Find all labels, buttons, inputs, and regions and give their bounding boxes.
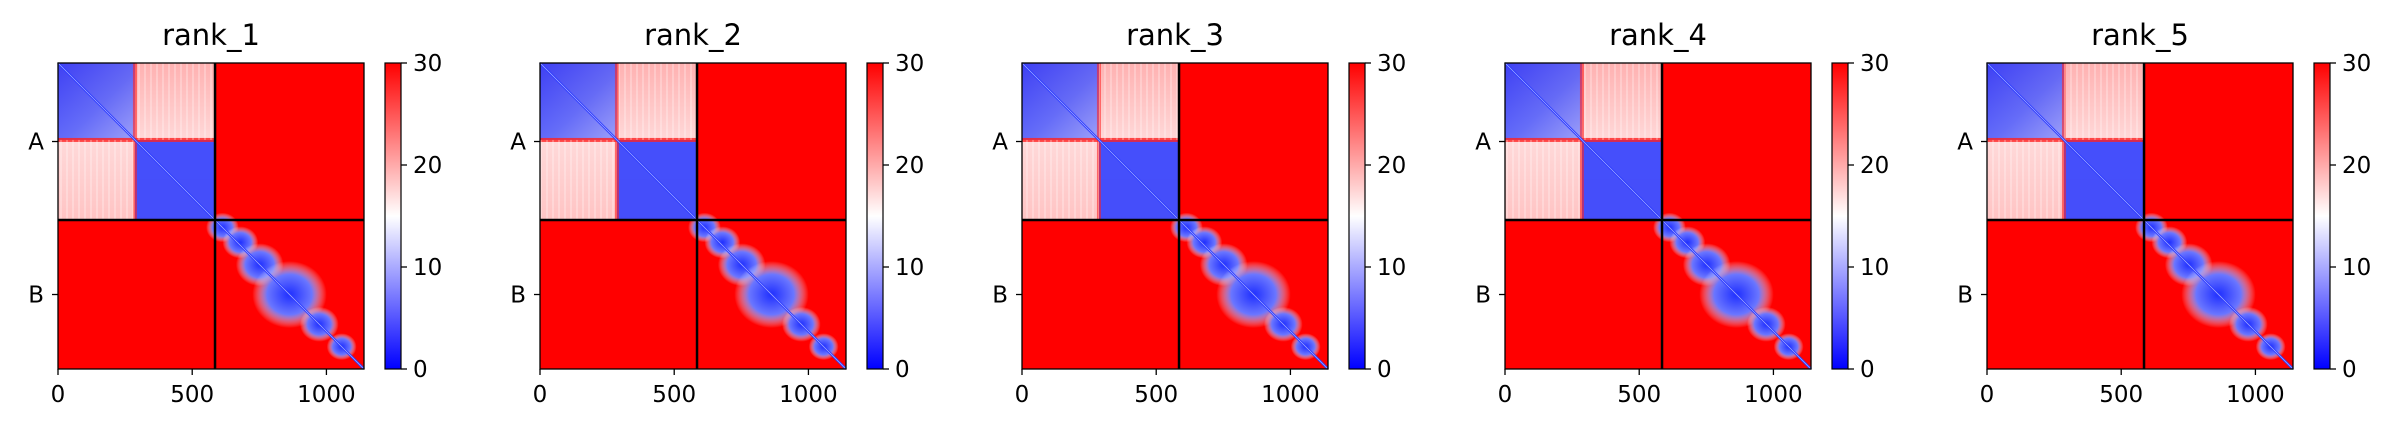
colorbar-tick-label: 0 — [2342, 357, 2357, 383]
y-tick-label: A — [1475, 130, 1491, 156]
panel-rank_1: rank_1 A B 0 500 1000 0 10 20 30 — [28, 18, 442, 408]
axes-frame — [57, 62, 365, 370]
colorbar — [866, 62, 884, 370]
domain-a-offdiag-lower — [1022, 139, 1099, 221]
y-tick-label: B — [510, 283, 526, 309]
x-tick-label: 0 — [533, 382, 548, 408]
panel-title: rank_1 — [162, 18, 260, 52]
x-tick-label: 1000 — [1744, 382, 1803, 408]
pae-diagonal-highlight — [1021, 62, 1329, 370]
colorbar-tick-label: 20 — [1377, 153, 1406, 179]
x-tick-label: 500 — [652, 382, 696, 408]
colorbar — [1831, 62, 1849, 370]
colorbar-tick-label: 0 — [1860, 357, 1875, 383]
domain-a-offdiag-upper — [1098, 63, 1180, 140]
panel-rank_3: rank_3 A B 0 500 1000 0 10 20 30 — [992, 18, 1406, 408]
colorbar-tick-label: 10 — [1860, 255, 1889, 281]
x-tick-label: 1000 — [297, 382, 356, 408]
axes-frame — [539, 62, 847, 370]
x-tick-label: 500 — [1134, 382, 1178, 408]
domain-a-offdiag-lower — [1505, 139, 1582, 221]
pae-diagonal-highlight — [1986, 62, 2294, 370]
pae-diagonal-highlight — [1504, 62, 1812, 370]
domain-a-offdiag-lower — [1987, 139, 2064, 221]
domain-a-offdiag-lower — [540, 139, 617, 221]
colorbar-tick-label: 30 — [1860, 51, 1889, 77]
colorbar-tick-label: 30 — [2342, 51, 2371, 77]
domain-a-offdiag-upper — [1581, 63, 1663, 140]
colorbar-tick-label: 10 — [2342, 255, 2371, 281]
y-tick-label: A — [1957, 130, 1973, 156]
domain-a-offdiag-upper — [2063, 63, 2145, 140]
colorbar-tick-label: 0 — [413, 357, 428, 383]
x-tick-label: 1000 — [779, 382, 838, 408]
y-tick-label: B — [1475, 283, 1491, 309]
axes-frame — [1504, 62, 1812, 370]
y-tick-label: A — [992, 130, 1008, 156]
colorbar-tick-label: 10 — [1377, 255, 1406, 281]
colorbar-tick-label: 30 — [413, 51, 442, 77]
domain-a-offdiag-lower — [58, 139, 135, 221]
colorbar — [1348, 62, 1366, 370]
x-tick-label: 0 — [51, 382, 66, 408]
colorbar-tick-label: 30 — [895, 51, 924, 77]
pae-diagonal-highlight — [57, 62, 365, 370]
colorbar-tick-label: 0 — [895, 357, 910, 383]
panel-title: rank_4 — [1609, 18, 1707, 52]
pae-diagonal-highlight — [539, 62, 847, 370]
y-tick-label: B — [28, 283, 44, 309]
colorbar-tick-label: 30 — [1377, 51, 1406, 77]
x-tick-label: 0 — [1980, 382, 1995, 408]
colorbar — [2313, 62, 2331, 370]
panel-rank_5: rank_5 A B 0 500 1000 0 10 20 30 — [1957, 18, 2371, 408]
x-tick-label: 500 — [2099, 382, 2143, 408]
x-tick-label: 1000 — [2226, 382, 2285, 408]
domain-a-offdiag-upper — [134, 63, 216, 140]
domain-a-offdiag-upper — [616, 63, 698, 140]
colorbar — [384, 62, 402, 370]
x-tick-label: 500 — [170, 382, 214, 408]
panel-rank_4: rank_4 A B 0 500 1000 0 10 20 30 — [1475, 18, 1889, 408]
y-tick-label: B — [1957, 283, 1973, 309]
panel-title: rank_2 — [644, 18, 742, 52]
axes-frame — [1986, 62, 2294, 370]
colorbar-tick-label: 20 — [2342, 153, 2371, 179]
panel-rank_2: rank_2 A B 0 500 1000 0 10 20 30 — [510, 18, 924, 408]
y-tick-label: B — [992, 283, 1008, 309]
x-tick-label: 0 — [1498, 382, 1513, 408]
panel-title: rank_5 — [2091, 18, 2189, 52]
colorbar-tick-label: 10 — [413, 255, 442, 281]
colorbar-tick-label: 20 — [1860, 153, 1889, 179]
colorbar-tick-label: 20 — [895, 153, 924, 179]
colorbar-tick-label: 10 — [895, 255, 924, 281]
x-tick-label: 500 — [1617, 382, 1661, 408]
x-tick-label: 0 — [1015, 382, 1030, 408]
colorbar-tick-label: 20 — [413, 153, 442, 179]
colorbar-tick-label: 0 — [1377, 357, 1392, 383]
y-tick-label: A — [510, 130, 526, 156]
axes-frame — [1021, 62, 1329, 370]
panel-title: rank_3 — [1126, 18, 1224, 52]
y-tick-label: A — [28, 130, 44, 156]
x-tick-label: 1000 — [1261, 382, 1320, 408]
